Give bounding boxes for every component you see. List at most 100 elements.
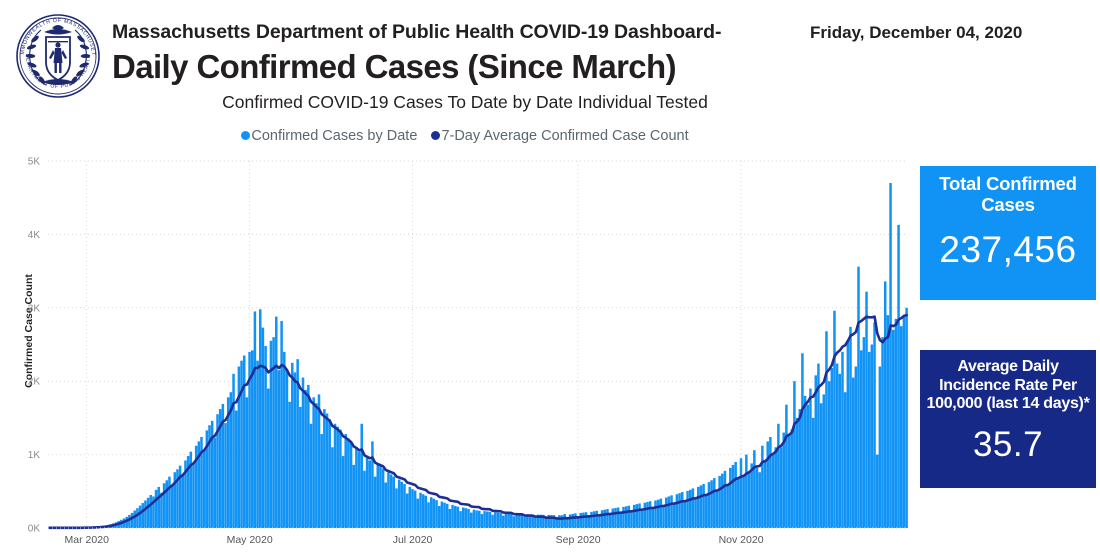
bar — [838, 373, 842, 528]
bar — [873, 322, 876, 528]
bar — [528, 514, 532, 528]
bar — [494, 512, 497, 528]
x-axis-tick-label: Mar 2020 — [65, 534, 110, 546]
bar — [387, 472, 390, 528]
bar — [648, 501, 652, 528]
bar — [664, 497, 668, 528]
x-axis-tick-label: Nov 2020 — [719, 534, 764, 546]
bar — [355, 447, 358, 528]
dashboard-header: COMMONWEALTH OF MASSACHUSETTS DEPARTMENT… — [0, 0, 1100, 152]
daily-cases-chart[interactable]: Confirmed Case Count 0K 1K 2K 3K 4K 5K Mar 202… — [0, 150, 918, 557]
bar — [253, 311, 257, 528]
bar — [891, 329, 895, 528]
bar — [341, 456, 345, 528]
bar — [296, 359, 299, 528]
y-axis-tick-label: 4K — [28, 230, 41, 241]
average-daily-incidence-rate-title: Average Daily Incidence Rate Per 100,000… — [926, 358, 1090, 413]
bar — [830, 367, 834, 528]
total-confirmed-cases-value: 237,456 — [939, 229, 1077, 271]
bar — [336, 426, 339, 528]
average-daily-incidence-rate-card[interactable]: Average Daily Incidence Rate Per 100,000… — [920, 350, 1096, 488]
bar — [432, 498, 436, 528]
bar — [603, 509, 607, 528]
bar — [697, 486, 700, 528]
legend-item-confirmed-cases[interactable]: Confirmed Cases by Date — [241, 128, 417, 144]
bar — [523, 516, 526, 528]
bar — [130, 512, 134, 528]
bar — [793, 381, 796, 528]
bar — [288, 401, 291, 528]
bar — [803, 395, 807, 528]
bar — [758, 472, 761, 528]
bar — [777, 423, 780, 528]
bar — [427, 502, 430, 528]
bar — [261, 327, 265, 528]
bar — [721, 473, 724, 528]
bar — [843, 392, 847, 528]
bar — [902, 315, 906, 528]
bar-series — [48, 183, 908, 529]
bar — [870, 344, 874, 528]
bar — [445, 503, 449, 528]
x-axis-tick-label: May 2020 — [227, 534, 273, 546]
bar — [144, 500, 147, 528]
total-confirmed-cases-card[interactable]: Total Confirmed Cases 237,456 — [920, 166, 1096, 300]
bar — [339, 429, 342, 528]
bar — [811, 417, 815, 528]
bar — [614, 508, 617, 528]
bar — [576, 516, 580, 528]
bar — [331, 447, 334, 528]
bar — [456, 506, 460, 528]
bar — [197, 441, 201, 528]
bar — [827, 381, 831, 528]
bar — [662, 505, 665, 528]
bar — [162, 483, 166, 528]
bar — [600, 510, 604, 528]
bar — [622, 506, 625, 528]
bar — [125, 516, 128, 528]
bar — [138, 505, 142, 528]
bar — [619, 511, 623, 528]
bar — [710, 480, 713, 528]
bar — [250, 350, 254, 528]
bar — [328, 419, 331, 528]
bar — [461, 507, 465, 528]
bar — [579, 512, 582, 528]
bar — [640, 508, 644, 528]
bar — [435, 500, 438, 528]
bar — [149, 494, 152, 528]
bar — [707, 482, 711, 529]
bar — [683, 500, 687, 528]
bar — [675, 494, 679, 528]
bar — [814, 375, 818, 528]
bar — [851, 377, 855, 528]
bar — [283, 351, 286, 528]
bar — [897, 224, 900, 529]
bar — [189, 451, 193, 528]
org-title: Massachusetts Department of Public Healt… — [112, 21, 722, 43]
bar — [480, 514, 484, 528]
bar — [186, 456, 190, 528]
bar — [352, 464, 355, 528]
bar — [429, 497, 433, 528]
bar — [154, 489, 158, 528]
bar — [809, 388, 812, 528]
bar — [667, 496, 671, 528]
massachusetts-dph-seal-icon: COMMONWEALTH OF MASSACHUSETTS DEPARTMENT… — [6, 2, 108, 106]
bar — [526, 514, 529, 528]
bar — [269, 340, 273, 528]
bar — [592, 511, 596, 528]
bar — [304, 390, 307, 528]
bar — [280, 321, 283, 528]
bar — [216, 414, 219, 528]
bar — [798, 409, 802, 528]
bar — [176, 469, 179, 528]
bar — [630, 510, 633, 528]
bar — [723, 470, 727, 528]
bar — [451, 504, 454, 528]
legend-item-seven-day-average[interactable]: 7-Day Average Confirmed Case Count — [431, 128, 689, 144]
bar — [245, 397, 249, 528]
bar — [632, 504, 636, 528]
bar — [381, 468, 385, 528]
bar — [200, 436, 203, 528]
